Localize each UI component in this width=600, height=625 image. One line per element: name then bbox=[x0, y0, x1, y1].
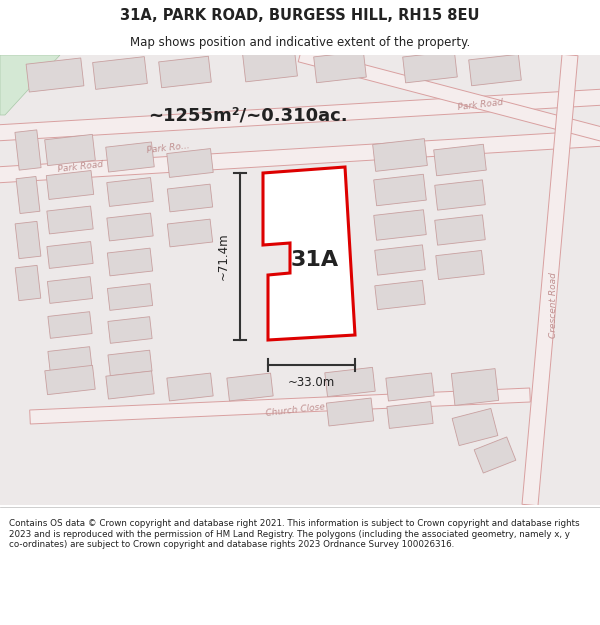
Polygon shape bbox=[474, 437, 516, 473]
Text: Park Road: Park Road bbox=[57, 160, 103, 174]
Polygon shape bbox=[242, 48, 298, 82]
Text: 31A: 31A bbox=[291, 250, 339, 270]
Polygon shape bbox=[106, 371, 154, 399]
Polygon shape bbox=[47, 242, 93, 268]
Polygon shape bbox=[29, 26, 81, 54]
Text: Contains OS data © Crown copyright and database right 2021. This information is : Contains OS data © Crown copyright and d… bbox=[9, 519, 580, 549]
Text: Park Ro...: Park Ro... bbox=[146, 141, 190, 155]
Polygon shape bbox=[227, 373, 273, 401]
Polygon shape bbox=[325, 368, 375, 397]
Polygon shape bbox=[373, 139, 427, 171]
Polygon shape bbox=[48, 347, 92, 373]
Polygon shape bbox=[107, 284, 152, 311]
Text: Crescent Road: Crescent Road bbox=[548, 272, 557, 338]
Text: Park Road: Park Road bbox=[457, 98, 503, 112]
Polygon shape bbox=[451, 369, 499, 406]
Polygon shape bbox=[298, 48, 600, 142]
Polygon shape bbox=[107, 248, 152, 276]
Polygon shape bbox=[92, 57, 148, 89]
Polygon shape bbox=[167, 373, 213, 401]
Text: ~1255m²/~0.310ac.: ~1255m²/~0.310ac. bbox=[148, 106, 347, 124]
Polygon shape bbox=[15, 130, 41, 170]
Text: 31A, PARK ROAD, BURGESS HILL, RH15 8EU: 31A, PARK ROAD, BURGESS HILL, RH15 8EU bbox=[120, 8, 480, 23]
Polygon shape bbox=[405, 19, 455, 47]
Polygon shape bbox=[375, 245, 425, 275]
Polygon shape bbox=[472, 22, 518, 49]
Polygon shape bbox=[436, 251, 484, 279]
Polygon shape bbox=[375, 281, 425, 309]
Polygon shape bbox=[469, 54, 521, 86]
Polygon shape bbox=[386, 373, 434, 401]
Polygon shape bbox=[387, 402, 433, 428]
Polygon shape bbox=[263, 167, 355, 340]
Polygon shape bbox=[26, 58, 84, 92]
Polygon shape bbox=[374, 210, 426, 240]
Polygon shape bbox=[245, 16, 295, 44]
Polygon shape bbox=[374, 174, 427, 206]
Polygon shape bbox=[161, 24, 209, 51]
Polygon shape bbox=[16, 176, 40, 214]
Polygon shape bbox=[46, 171, 94, 199]
Polygon shape bbox=[522, 54, 578, 506]
Polygon shape bbox=[29, 388, 530, 424]
Polygon shape bbox=[326, 398, 374, 426]
Polygon shape bbox=[167, 184, 212, 212]
Polygon shape bbox=[47, 277, 92, 303]
Polygon shape bbox=[48, 312, 92, 338]
Polygon shape bbox=[15, 221, 41, 259]
Polygon shape bbox=[434, 144, 487, 176]
Polygon shape bbox=[47, 206, 93, 234]
Polygon shape bbox=[107, 213, 153, 241]
Polygon shape bbox=[45, 366, 95, 394]
Polygon shape bbox=[107, 177, 153, 206]
Polygon shape bbox=[108, 317, 152, 343]
Polygon shape bbox=[314, 51, 367, 82]
Polygon shape bbox=[435, 215, 485, 245]
Text: Map shows position and indicative extent of the property.: Map shows position and indicative extent… bbox=[130, 36, 470, 49]
Polygon shape bbox=[435, 180, 485, 210]
Polygon shape bbox=[15, 266, 41, 301]
Polygon shape bbox=[403, 51, 457, 83]
Polygon shape bbox=[0, 89, 600, 141]
Text: ~33.0m: ~33.0m bbox=[288, 376, 335, 389]
Text: ~71.4m: ~71.4m bbox=[217, 232, 230, 280]
Polygon shape bbox=[167, 149, 213, 178]
Polygon shape bbox=[44, 134, 95, 166]
Polygon shape bbox=[158, 56, 211, 88]
Polygon shape bbox=[0, 130, 600, 183]
Polygon shape bbox=[0, 55, 60, 115]
Polygon shape bbox=[108, 350, 152, 376]
Polygon shape bbox=[167, 219, 212, 247]
Polygon shape bbox=[452, 409, 498, 446]
Text: Church Close: Church Close bbox=[265, 402, 325, 418]
Polygon shape bbox=[106, 142, 154, 172]
